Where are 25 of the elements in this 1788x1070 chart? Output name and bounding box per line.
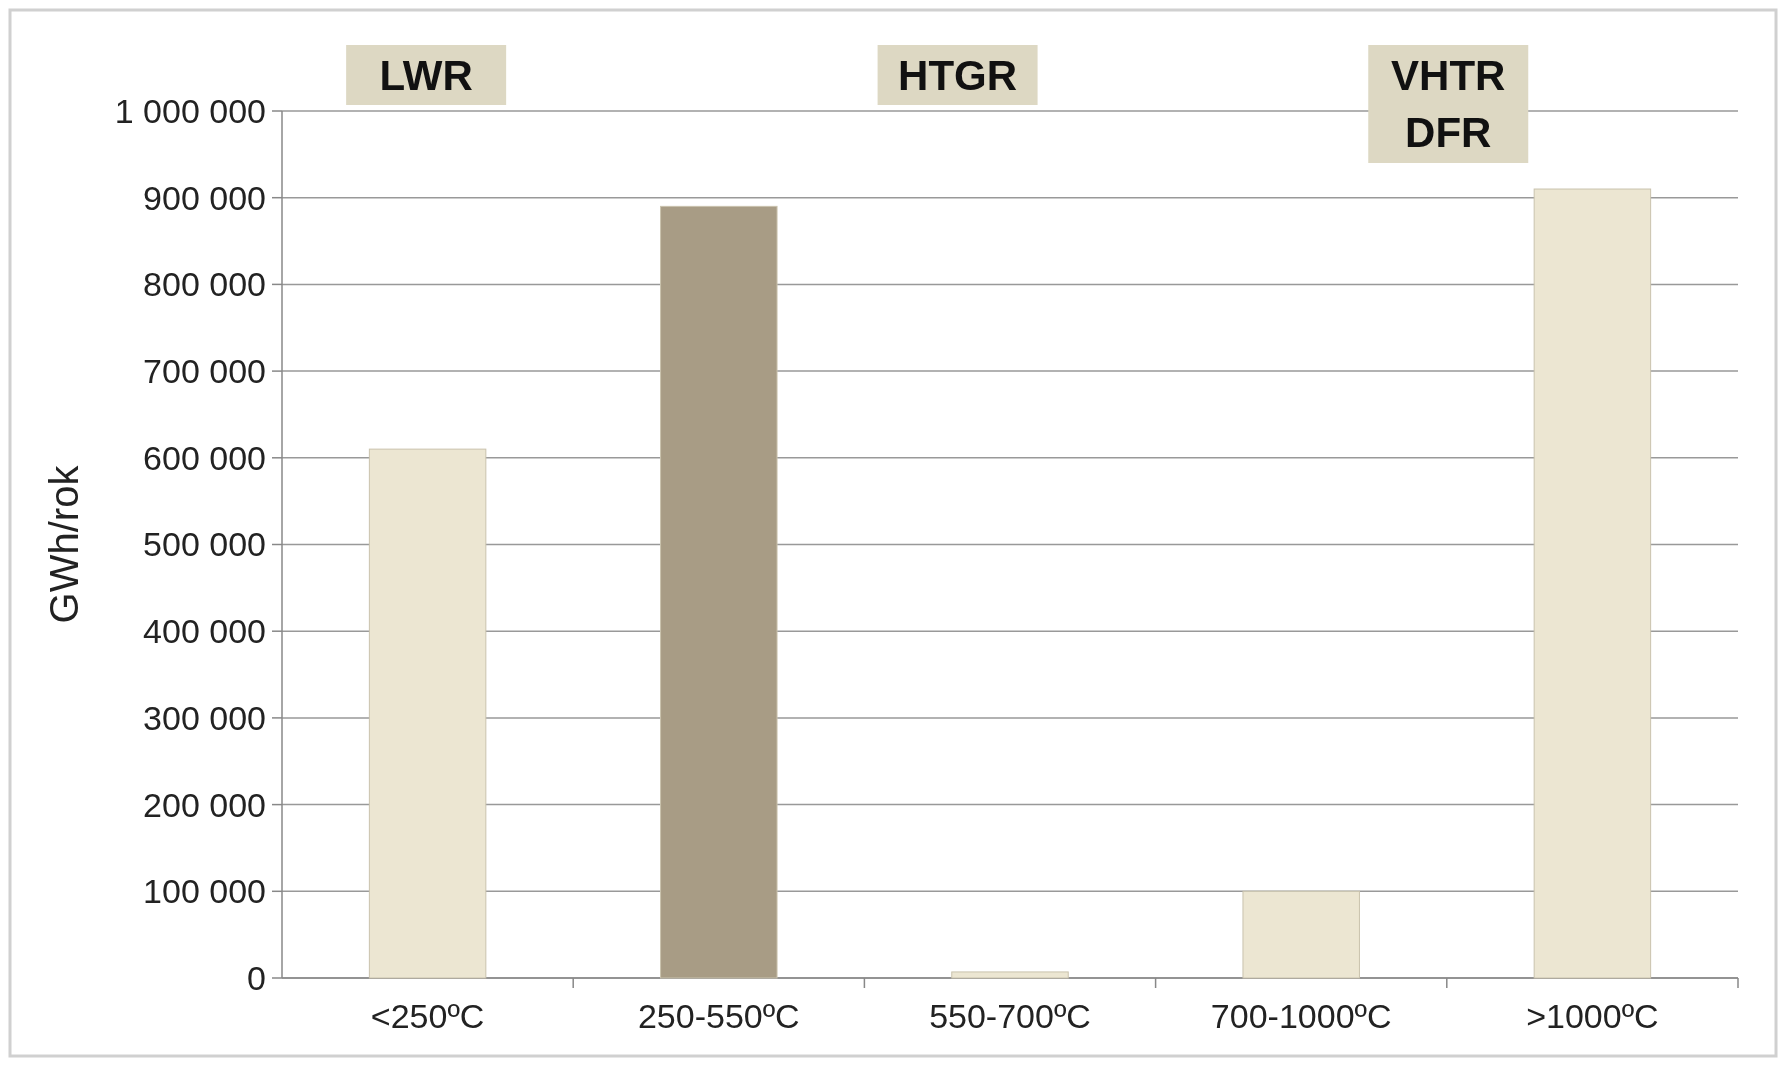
text: LWR — [379, 52, 473, 99]
y-tick-label: 700 000 — [143, 352, 266, 390]
y-tick-label: 200 000 — [143, 785, 266, 824]
y-axis-title: GWh/rok — [42, 464, 86, 624]
y-tick-label: 100 000 — [143, 872, 266, 911]
y-tick-label: 300 000 — [143, 698, 266, 737]
y-tick-label: 400 000 — [143, 612, 266, 651]
y-tick-label: 500 000 — [143, 525, 266, 564]
x-tick-label: <250ºC — [370, 997, 485, 1035]
bar — [660, 205, 778, 979]
bar — [951, 971, 1069, 979]
x-tick-label: >1000ºC — [1526, 997, 1659, 1035]
bar — [1242, 890, 1360, 979]
y-tick-label: 0 — [247, 958, 266, 997]
y-tick-label: 600 000 — [143, 438, 266, 477]
bar — [1533, 188, 1652, 979]
y-tick-label: 900 000 — [143, 178, 266, 217]
annotation: VHTR DFR — [1391, 52, 1506, 156]
x-tick-label: 250-550ºC — [637, 997, 800, 1035]
text: HTGR — [898, 52, 1018, 99]
y-tick-label: 1 000 000 — [114, 91, 266, 130]
x-tick-label: 700-1000ºC — [1210, 997, 1392, 1035]
x-tick-label: 550-700ºC — [929, 997, 1091, 1035]
y-tick-label: 800 000 — [143, 265, 266, 304]
bar — [368, 448, 487, 979]
